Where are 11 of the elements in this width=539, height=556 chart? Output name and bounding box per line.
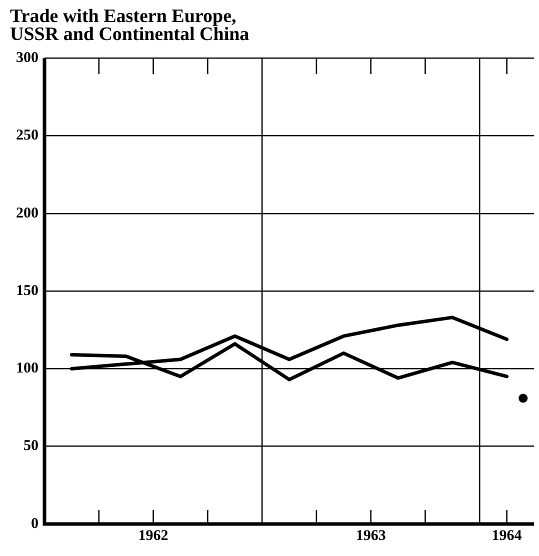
y-tick-label: 150 [16, 282, 38, 299]
x-tick-label: 1962 [138, 528, 168, 544]
y-tick-label: 200 [16, 205, 38, 222]
y-tick-label: 50 [24, 438, 38, 454]
x-tick-label: 1963 [356, 528, 386, 544]
x-tick-label: 1964 [492, 528, 522, 544]
y-tick-label: 0 [31, 516, 38, 532]
y-tick-label: 100 [16, 360, 38, 377]
y-tick-label: 300 [16, 50, 38, 66]
text: Trade with Eastern Europe, [10, 6, 236, 27]
y-tick-label: 250 [16, 128, 38, 144]
